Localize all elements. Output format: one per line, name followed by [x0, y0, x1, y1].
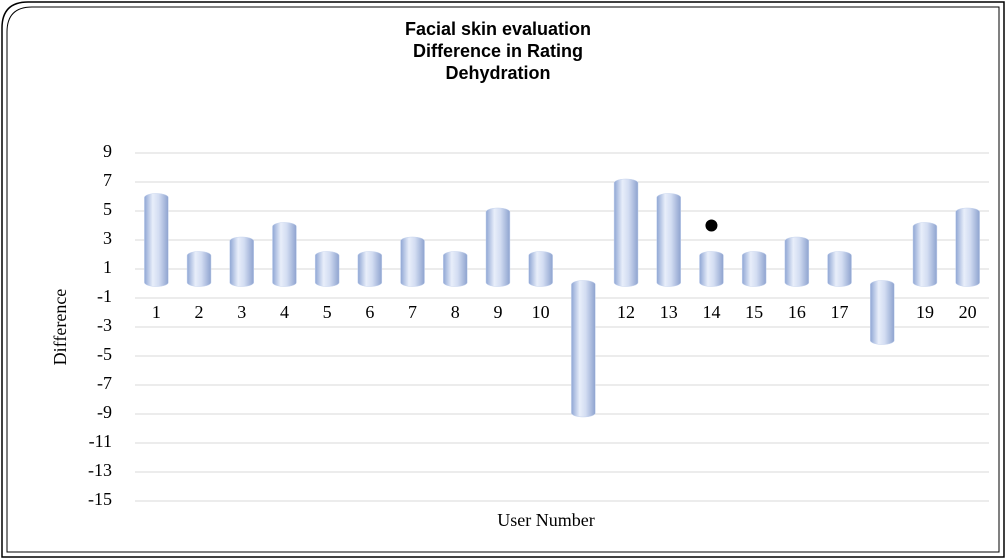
y-tick-label: 3	[103, 228, 112, 248]
bar	[229, 236, 254, 287]
bar	[528, 251, 553, 287]
x-tick-label: 17	[831, 302, 849, 322]
x-tick-label: 14	[702, 302, 720, 322]
x-tick-label: 4	[280, 302, 289, 322]
x-tick-label: 6	[365, 302, 374, 322]
x-tick-label: 2	[195, 302, 204, 322]
bar	[870, 280, 895, 345]
chart-title: Dehydration	[445, 63, 550, 83]
chart-title: Difference in Rating	[413, 41, 583, 61]
x-tick-label: 16	[788, 302, 806, 322]
y-tick-label: -13	[88, 460, 112, 480]
y-tick-label: -11	[89, 431, 112, 451]
frame-inner	[6, 6, 1000, 553]
x-tick-label: 15	[745, 302, 763, 322]
x-tick-label: 5	[323, 302, 332, 322]
y-axis-label: Difference	[50, 289, 70, 366]
bar	[656, 193, 681, 287]
bar	[827, 251, 852, 287]
bar	[571, 280, 596, 418]
bar	[912, 222, 938, 287]
bar	[955, 207, 980, 287]
y-tick-label: -5	[97, 344, 112, 364]
x-tick-label: 12	[617, 302, 635, 322]
x-tick-label: 9	[493, 302, 502, 322]
x-tick-label: 7	[408, 302, 417, 322]
bar	[186, 251, 212, 287]
x-axis-label: User Number	[497, 510, 594, 530]
point	[705, 219, 718, 232]
x-tick-label: 8	[451, 302, 460, 322]
x-tick-label: 3	[237, 302, 246, 322]
chart-title: Facial skin evaluation	[405, 19, 591, 39]
y-tick-label: -1	[97, 286, 112, 306]
x-tick-label: 19	[916, 302, 934, 322]
x-tick-label: 13	[660, 302, 678, 322]
bar	[443, 251, 468, 287]
y-tick-label: 7	[103, 170, 112, 190]
y-tick-label: -15	[88, 489, 112, 509]
y-tick-label: 9	[103, 141, 112, 161]
bar	[699, 251, 724, 287]
y-tick-label: 5	[103, 199, 112, 219]
bar	[272, 222, 297, 287]
bar	[613, 178, 639, 287]
bar	[741, 251, 767, 287]
bar	[314, 251, 340, 287]
x-tick-label: 20	[959, 302, 977, 322]
y-tick-label: 1	[103, 257, 112, 277]
bar	[784, 236, 810, 287]
x-tick-label: 1	[152, 302, 161, 322]
bar	[485, 207, 511, 287]
y-tick-label: -3	[97, 315, 112, 335]
bar	[400, 236, 425, 287]
y-tick-label: -9	[97, 402, 112, 422]
bar	[144, 193, 169, 287]
bar	[357, 251, 383, 287]
x-tick-label: 10	[532, 302, 550, 322]
y-tick-label: -7	[97, 373, 112, 393]
